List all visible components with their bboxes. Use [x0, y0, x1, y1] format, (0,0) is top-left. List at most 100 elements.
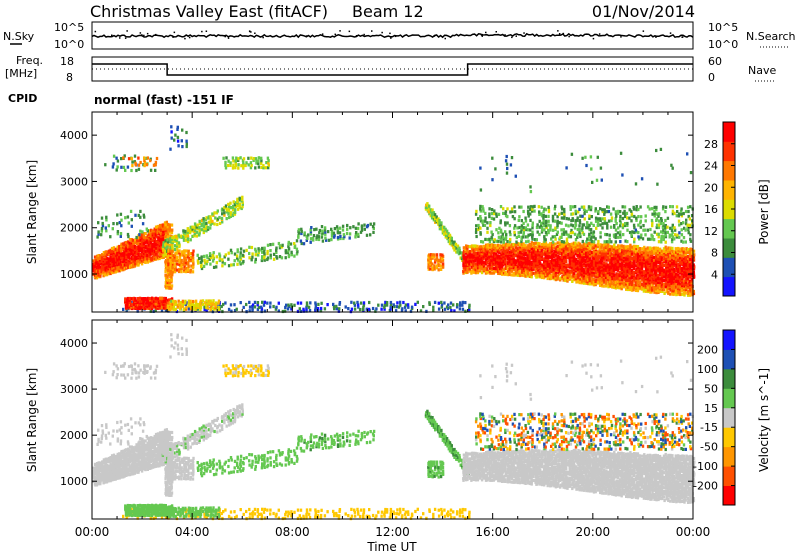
heatmap-cell: [679, 282, 682, 286]
heatmap-cell: [555, 267, 558, 271]
heatmap-cell: [269, 305, 272, 309]
heatmap-cell: [171, 257, 174, 261]
heatmap-cell: [180, 258, 183, 263]
heatmap-cell: [287, 247, 291, 251]
noise-dot: [355, 35, 358, 37]
heatmap-cell: [581, 279, 584, 283]
heatmap-cell: [534, 241, 537, 245]
heatmap-cell: [189, 259, 193, 263]
heatmap-cell: [138, 296, 142, 300]
heatmap-cell: [195, 230, 199, 234]
heatmap-cell: [448, 233, 452, 237]
heatmap-cell: [554, 278, 558, 282]
heatmap-cell: [506, 221, 509, 225]
heatmap-cell: [610, 262, 614, 266]
heatmap-cell: [630, 261, 634, 265]
heatmap-cell: [139, 215, 142, 219]
heatmap-cell: [518, 205, 521, 209]
heatmap-cell: [523, 227, 526, 232]
heatmap-cell: [581, 249, 584, 253]
heatmap-cell: [164, 275, 168, 279]
heatmap-cell: [354, 235, 357, 239]
heatmap-cell: [574, 264, 577, 268]
heatmap-cell: [499, 240, 503, 244]
heatmap-cell: [139, 229, 142, 233]
heatmap-cell: [494, 245, 497, 250]
heatmap-cell: [207, 215, 211, 219]
heatmap-cell: [484, 269, 488, 273]
heatmap-cell: [653, 280, 656, 284]
heatmap-cell: [639, 285, 642, 289]
heatmap-cell: [428, 212, 431, 216]
heatmap-cell: [554, 242, 557, 246]
heatmap-cell: [490, 237, 494, 241]
heatmap-cell: [667, 262, 670, 266]
heatmap-cell: [181, 128, 184, 132]
heatmap-cell: [263, 258, 266, 262]
heatmap-cell: [169, 266, 172, 270]
heatmap-cell: [564, 254, 567, 258]
heatmap-cell: [663, 291, 666, 295]
heatmap-cell: [623, 267, 626, 271]
heatmap-cell: [568, 258, 571, 262]
heatmap-cell: [134, 297, 137, 301]
heatmap-cell: [132, 258, 135, 262]
heatmap-cell: [608, 273, 612, 277]
heatmap-cell: [191, 234, 194, 238]
heatmap-cell: [360, 224, 364, 228]
heatmap-cell: [527, 233, 530, 237]
heatmap-cell: [158, 254, 162, 258]
heatmap-cell: [510, 248, 513, 252]
heatmap-cell: [289, 242, 293, 246]
heatmap-cell: [571, 260, 574, 264]
heatmap-cell: [574, 249, 577, 253]
heatmap-cell: [505, 232, 508, 237]
heatmap-cell: [544, 259, 547, 263]
heatmap-cell: [161, 298, 164, 302]
heatmap-cell: [499, 237, 502, 241]
heatmap-cell: [588, 254, 592, 258]
heatmap-cell: [552, 258, 555, 262]
heatmap-cell: [605, 254, 608, 258]
heatmap-cell: [560, 221, 563, 225]
heatmap-cell: [284, 251, 288, 255]
heatmap-cell: [607, 267, 610, 271]
heatmap-cell: [112, 222, 115, 226]
heatmap-cell: [616, 261, 620, 265]
heatmap-cell: [474, 259, 477, 263]
heatmap-cell: [531, 235, 534, 239]
freq-label-1: Freq.: [16, 54, 43, 67]
heatmap-cell: [531, 262, 534, 267]
heatmap-cell: [476, 246, 479, 250]
heatmap-cell: [648, 283, 651, 287]
heatmap-cell: [106, 256, 109, 260]
heatmap-cell: [608, 248, 612, 252]
heatmap-cell: [426, 202, 429, 206]
heatmap-cell: [238, 202, 241, 206]
heatmap-cell: [502, 247, 506, 251]
heatmap-cell: [524, 244, 527, 248]
heatmap-cell: [641, 263, 644, 267]
heatmap-cell: [661, 270, 664, 274]
heatmap-cell: [494, 266, 497, 271]
heatmap-cell: [649, 258, 652, 262]
heatmap-cell: [143, 215, 146, 219]
heatmap-cell: [586, 221, 589, 225]
heatmap-cell: [343, 235, 346, 239]
heatmap-cell: [621, 271, 624, 275]
heatmap-cell: [590, 252, 594, 257]
heatmap-cell: [496, 254, 499, 258]
heatmap-cell: [169, 304, 172, 308]
heatmap-cell: [500, 258, 504, 262]
heatmap-cell: [470, 255, 473, 259]
heatmap-cell: [377, 303, 380, 307]
heatmap-cell: [429, 208, 432, 212]
heatmap-cell: [181, 253, 184, 257]
heatmap-cell: [632, 256, 636, 260]
heatmap-cell: [592, 270, 595, 274]
heatmap-cell: [191, 251, 194, 256]
heatmap-cell: [676, 287, 680, 291]
heatmap-cell: [586, 271, 590, 276]
heatmap-cell: [275, 246, 278, 250]
heatmap-cell: [180, 139, 183, 143]
